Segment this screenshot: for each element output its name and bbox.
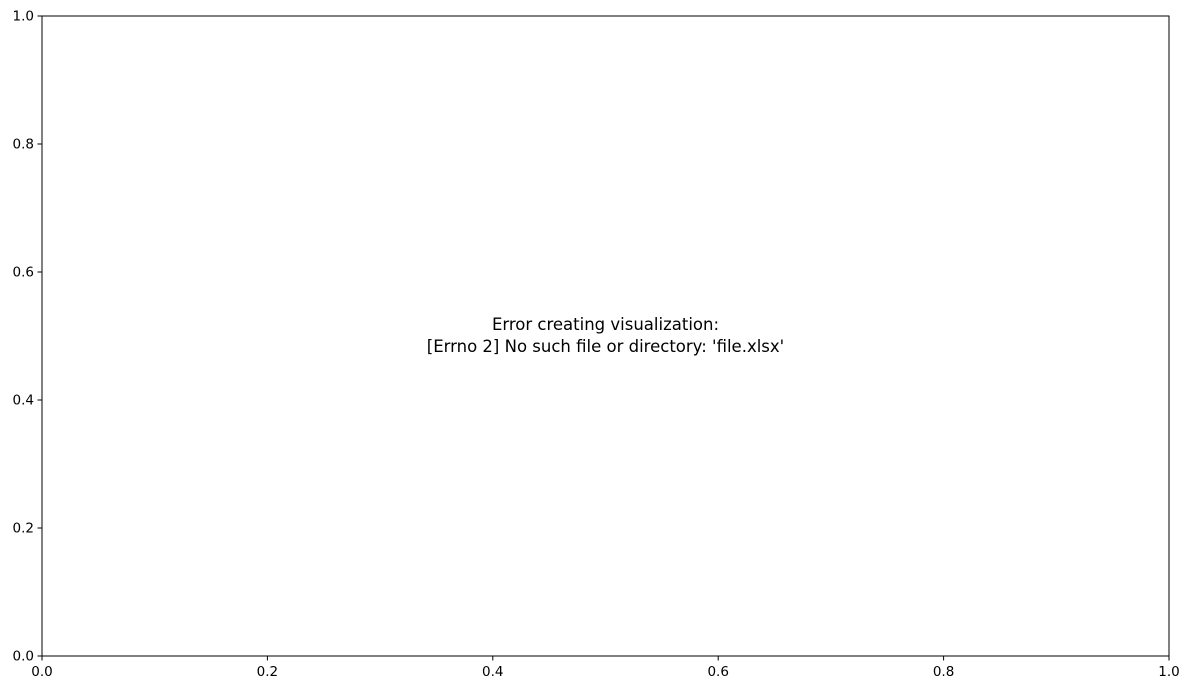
- y-tick-label: 0.6: [13, 265, 34, 281]
- y-axis: 0.0 0.2 0.4 0.6 0.8 1.0: [13, 9, 42, 665]
- y-tick-label: 0.4: [13, 393, 34, 409]
- y-tick-label: 0.0: [13, 649, 34, 665]
- y-tick-label: 0.2: [13, 521, 34, 537]
- error-message-line-1: Error creating visualization:: [492, 315, 719, 334]
- y-tick-label: 1.0: [13, 9, 34, 25]
- x-tick-label: 0.2: [257, 664, 278, 680]
- axes-frame: [41, 15, 1170, 657]
- x-tick-label: 0.8: [933, 664, 954, 680]
- y-tick-label: 0.8: [13, 137, 34, 153]
- x-tick-label: 0.4: [482, 664, 503, 680]
- x-axis: 0.0 0.2 0.4 0.6 0.8 1.0: [31, 656, 1180, 680]
- error-message-line-2: [Errno 2] No such file or directory: 'fi…: [427, 337, 784, 356]
- x-tick-label: 1.0: [1158, 664, 1179, 680]
- x-tick-label: 0.6: [707, 664, 728, 680]
- x-tick-label: 0.0: [31, 664, 52, 680]
